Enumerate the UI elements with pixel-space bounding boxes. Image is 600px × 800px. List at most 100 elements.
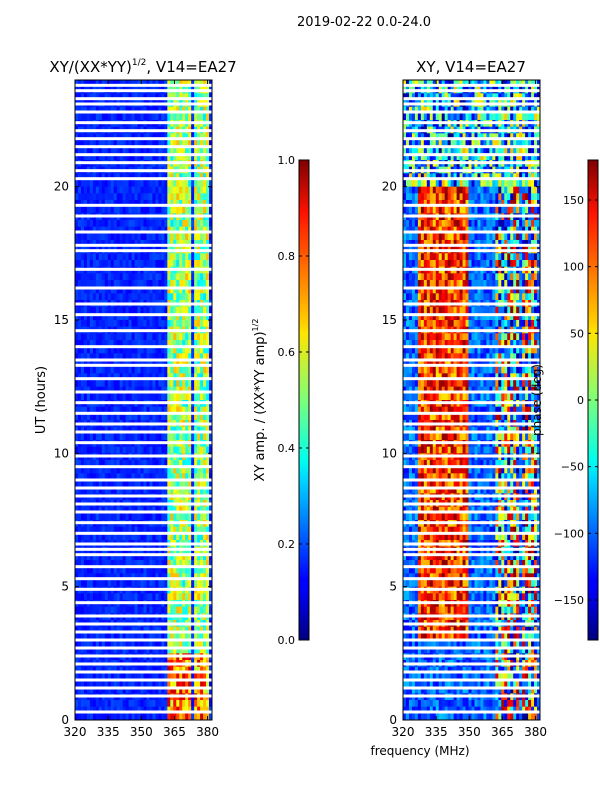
heatmap-cell [179, 573, 183, 581]
heatmap-cell [164, 433, 168, 441]
heatmap-cell [113, 593, 118, 601]
heatmap-cell [152, 140, 156, 148]
heatmap-cell [140, 426, 144, 434]
heatmap-cell [146, 713, 150, 720]
heatmap-cell [83, 193, 88, 201]
heatmap-cell [182, 573, 186, 581]
heatmap-cell [80, 680, 85, 688]
heatmap-cell [149, 380, 153, 388]
heatmap-cell [146, 533, 150, 541]
heatmap-cell [75, 673, 79, 681]
heatmap-cell [191, 626, 195, 634]
heatmap-cell [164, 273, 168, 281]
heatmap-cell [92, 700, 97, 708]
heatmap-cell [444, 140, 449, 148]
heatmap-cell [149, 686, 153, 694]
heatmap-cell [429, 106, 434, 114]
heatmap-cell [92, 640, 97, 648]
heatmap-cell [89, 553, 94, 561]
flagged-ut-stripe [75, 638, 212, 642]
heatmap-cell [125, 106, 130, 114]
heatmap-cell [143, 380, 147, 388]
heatmap-cell [116, 260, 121, 268]
heatmap-cell [149, 486, 153, 494]
heatmap-cell [152, 260, 156, 268]
heatmap-cell [185, 573, 189, 581]
heatmap-cell [137, 506, 141, 514]
heatmap-cell [194, 673, 198, 681]
heatmap-cell [119, 80, 124, 88]
heatmap-cell [137, 593, 141, 601]
heatmap-cell [501, 106, 505, 114]
heatmap-cell [209, 206, 212, 214]
heatmap-cell [149, 340, 153, 348]
heatmap-cell [86, 333, 91, 341]
heatmap-cell [104, 433, 109, 441]
heatmap-cell [191, 640, 195, 648]
heatmap-cell [107, 206, 112, 214]
heatmap-cell [456, 133, 460, 141]
heatmap-cell [179, 646, 183, 654]
heatmap-cell [89, 140, 94, 148]
heatmap-cell [438, 80, 443, 88]
heatmap-cell [107, 286, 112, 294]
heatmap-cell [110, 206, 115, 214]
heatmap-cell [200, 220, 204, 228]
heatmap-cell [161, 320, 165, 328]
heatmap-cell [179, 340, 183, 348]
heatmap-cell [89, 593, 94, 601]
heatmap-cell [107, 153, 112, 161]
heatmap-cell [185, 706, 189, 714]
heatmap-cell [459, 93, 463, 101]
heatmap-cell [128, 306, 132, 314]
heatmap-cell [468, 80, 472, 88]
heatmap-cell [155, 486, 159, 494]
heatmap-cell [173, 193, 177, 201]
heatmap-cell [116, 553, 121, 561]
heatmap-cell [131, 680, 135, 688]
heatmap-cell [164, 193, 168, 201]
heatmap-cell [116, 560, 121, 568]
heatmap-cell [161, 146, 165, 154]
heatmap-cell [146, 386, 150, 394]
heatmap-cell [191, 273, 195, 281]
heatmap-cell [80, 433, 85, 441]
heatmap-cell [131, 313, 135, 321]
heatmap-cell [167, 260, 171, 268]
heatmap-cell [188, 686, 192, 694]
heatmap-cell [146, 200, 150, 208]
heatmap-cell [206, 480, 210, 488]
heatmap-cell [179, 566, 183, 574]
heatmap-cell [89, 566, 94, 574]
heatmap-cell [501, 140, 505, 148]
heatmap-cell [110, 460, 115, 468]
heatmap-cell [170, 506, 174, 514]
heatmap-cell [113, 273, 118, 281]
heatmap-cell [75, 526, 79, 534]
heatmap-cell [191, 680, 195, 688]
heatmap-cell [75, 633, 79, 641]
heatmap-cell [149, 93, 153, 101]
heatmap-cell [122, 186, 127, 194]
heatmap-cell [107, 133, 112, 141]
heatmap-cell [173, 426, 177, 434]
heatmap-cell [140, 646, 144, 654]
heatmap-cell [176, 320, 180, 328]
heatmap-cell [164, 506, 168, 514]
heatmap-cell [179, 580, 183, 588]
heatmap-cell [209, 240, 212, 248]
heatmap-cell [131, 220, 135, 228]
heatmap-cell [203, 260, 207, 268]
heatmap-cell [158, 380, 162, 388]
heatmap-cell [122, 253, 127, 261]
heatmap-cell [92, 366, 97, 374]
heatmap-cell [191, 560, 195, 568]
heatmap-cell [98, 433, 103, 441]
heatmap-cell [125, 446, 130, 454]
heatmap-cell [206, 633, 210, 641]
heatmap-cell [110, 480, 115, 488]
heatmap-cell [116, 373, 121, 381]
heatmap-cell [131, 480, 135, 488]
heatmap-cell [203, 513, 207, 521]
heatmap-cell [95, 706, 100, 714]
